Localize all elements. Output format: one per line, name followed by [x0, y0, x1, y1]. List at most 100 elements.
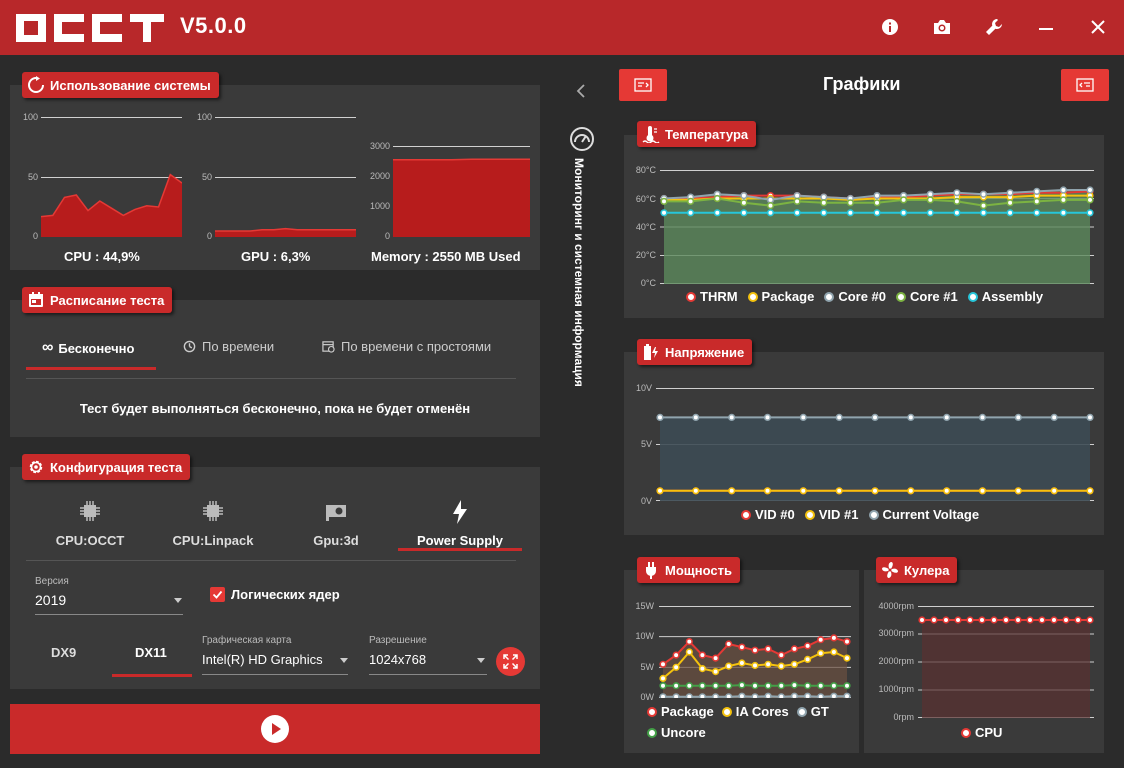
legend-label: Uncore — [661, 725, 706, 740]
data-point — [1002, 616, 1010, 624]
close-button[interactable] — [1083, 12, 1113, 42]
legend-item: GT — [796, 704, 829, 719]
settings-button[interactable] — [979, 12, 1009, 42]
graphs-left-button[interactable] — [619, 69, 667, 101]
legend-dot — [896, 291, 907, 302]
data-point — [1086, 186, 1094, 194]
logical-cores-checkbox[interactable] — [210, 587, 225, 602]
logical-cores-label: Логических ядер — [231, 587, 340, 602]
graphs-right-button[interactable] — [1061, 69, 1109, 101]
data-point — [660, 197, 668, 206]
temp-tick: 80°C — [635, 165, 656, 175]
test-cpu-occt-label: CPU:OCCT — [55, 533, 125, 548]
collapse-chevron-left-icon[interactable] — [575, 84, 587, 98]
data-point — [1050, 487, 1058, 495]
data-point — [685, 637, 693, 646]
data-point — [698, 651, 707, 659]
version-select-value[interactable]: 2019 — [35, 592, 67, 608]
power-legend: Package IA Cores GT — [647, 704, 829, 719]
chart-area — [922, 620, 1090, 718]
calendar-clock-icon — [322, 341, 335, 353]
legend-dot — [647, 706, 657, 717]
temperature-title-text: Температура — [665, 126, 749, 142]
close-icon — [1091, 20, 1105, 34]
legend-dot — [741, 509, 751, 520]
data-point — [835, 413, 843, 422]
data-point — [790, 681, 798, 689]
fullscreen-button[interactable] — [496, 647, 525, 676]
screenshot-button[interactable] — [927, 12, 957, 42]
resolution-select-value[interactable]: 1024x768 — [369, 652, 427, 667]
tab-by-time[interactable]: По времени — [183, 339, 274, 354]
title-bar: V5.0.0 — [0, 0, 1124, 55]
mem-tick: 0 — [384, 231, 390, 241]
test-cpu-occt[interactable]: CPU:OCCT — [40, 500, 140, 548]
data-point — [907, 487, 915, 495]
cpu-chip-icon — [203, 501, 223, 521]
fan-tick: 0rpm — [893, 712, 914, 722]
data-point — [1006, 199, 1014, 207]
data-point — [685, 648, 693, 656]
start-test-button[interactable] — [10, 704, 540, 754]
tab-by-time-idle-label: По времени с простоями — [341, 339, 492, 354]
fan-tick: 4000rpm — [878, 601, 914, 611]
data-point — [979, 201, 988, 210]
data-point — [953, 189, 961, 197]
data-point — [659, 660, 667, 668]
data-point — [725, 662, 733, 670]
volt-tick: 10V — [635, 383, 652, 393]
test-cpu-linpack[interactable]: CPU:Linpack — [163, 500, 263, 548]
data-point — [793, 197, 801, 206]
data-point — [711, 667, 720, 676]
gpu-card-icon — [326, 505, 346, 521]
dx9-option[interactable]: DX9 — [51, 645, 77, 660]
legend-dot — [721, 706, 732, 717]
data-point — [751, 693, 759, 698]
chevron-down-icon[interactable] — [174, 598, 182, 603]
info-button[interactable] — [875, 12, 905, 42]
gridline — [41, 117, 182, 118]
data-point — [846, 209, 854, 217]
tab-infinite[interactable]: ∞ Бесконечно — [42, 339, 134, 357]
data-point — [978, 616, 986, 624]
mem-tick: 2000 — [369, 171, 390, 181]
data-point — [738, 659, 746, 667]
data-point — [725, 693, 733, 698]
legend-item: Core #0 — [824, 289, 886, 304]
usage-line — [41, 173, 182, 218]
schedule-title: Расписание теста — [22, 287, 173, 313]
data-point — [725, 682, 733, 690]
voltage-chart — [656, 388, 1094, 501]
dx11-option[interactable]: DX11 — [135, 645, 167, 660]
data-point — [790, 645, 798, 653]
data-point — [672, 693, 680, 698]
data-point — [672, 682, 680, 690]
data-point — [692, 413, 700, 422]
data-point — [728, 487, 736, 495]
data-point — [954, 616, 962, 624]
info-icon — [882, 19, 898, 35]
data-point — [830, 634, 838, 642]
data-point — [843, 682, 851, 690]
tab-by-time-label: По времени — [202, 339, 275, 354]
gridline — [215, 117, 356, 118]
data-point — [711, 682, 720, 690]
resolution-label: Разрешение — [369, 635, 427, 646]
test-gpu-3d[interactable]: Gpu:3d — [286, 500, 386, 548]
chevron-down-icon[interactable] — [340, 658, 348, 663]
test-power-supply[interactable]: Power Supply — [405, 500, 515, 548]
legend-label: Assembly — [981, 289, 1044, 304]
minimize-icon — [1039, 28, 1053, 30]
data-point — [698, 664, 707, 673]
chevron-down-icon[interactable] — [477, 658, 485, 663]
minimize-button[interactable] — [1031, 12, 1061, 42]
graphics-card-select-value[interactable]: Intel(R) HD Graphics — [202, 652, 323, 667]
legend-item: CPU — [961, 725, 1002, 740]
checkmark-icon — [212, 590, 223, 599]
data-point — [843, 654, 851, 662]
data-point — [1086, 616, 1094, 624]
tab-by-time-idle[interactable]: По времени с простоями — [322, 339, 491, 354]
data-point — [1014, 487, 1022, 495]
occt-logo — [16, 14, 164, 42]
data-point — [1086, 413, 1094, 422]
